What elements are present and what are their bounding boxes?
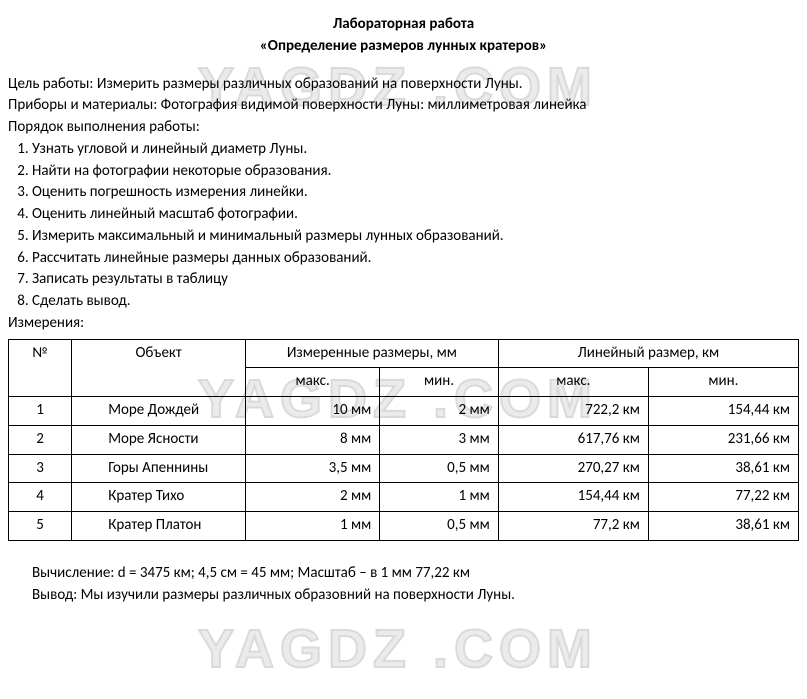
cell-mmax: 3,5 мм [245,454,379,483]
goal-line: Цель работы: Измерить размеры различных … [8,74,799,96]
cell-mmin: 2 мм [380,397,499,426]
cell-mmax: 1 мм [245,512,379,541]
doc-subtitle: «Определение размеров лунных кратеров» [8,36,799,58]
cell-num: 5 [9,512,72,541]
cell-mmin: 0,5 мм [380,454,499,483]
cell-num: 3 [9,454,72,483]
cell-lmin: 38,61 км [648,454,798,483]
cell-num: 2 [9,425,72,454]
document: Лабораторная работа «Определение размеро… [8,14,799,606]
cell-lmin: 77,22 км [648,483,798,512]
steps-list: Узнать угловой и линейный диаметр Луны. … [8,139,799,313]
conclusion-line: Вывод: Мы изучили размеры различных обра… [32,585,799,607]
col-num: № [9,339,72,397]
col-obj: Объект [72,339,246,397]
cell-obj: Море Ясности [72,425,246,454]
step-item: Узнать угловой и линейный диаметр Луны. [32,139,799,161]
cell-obj: Горы Апеннины [72,454,246,483]
col-mmin: мин. [380,368,499,397]
doc-title: Лабораторная работа [8,14,799,36]
cell-num: 4 [9,483,72,512]
cell-mmax: 8 мм [245,425,379,454]
cell-lmin: 38,61 км [648,512,798,541]
table-row: 2Море Ясности8 мм3 мм617,76 км231,66 км [9,425,799,454]
step-item: Рассчитать линейные размеры данных образ… [32,248,799,270]
cell-lmax: 77,2 км [498,512,648,541]
measure-label: Измерения: [8,313,799,335]
col-lmin: мин. [648,368,798,397]
step-item: Оценить погрешность измерения линейки. [32,182,799,204]
cell-mmin: 1 мм [380,483,499,512]
cell-lmax: 617,76 км [498,425,648,454]
cell-lmin: 154,44 км [648,397,798,426]
table-row: 5Кратер Платон1 мм0,5 мм77,2 км38,61 км [9,512,799,541]
cell-mmax: 2 мм [245,483,379,512]
cell-lmin: 231,66 км [648,425,798,454]
calc-line: Вычисление: d = 3475 км; 4,5 см = 45 мм;… [32,563,799,585]
order-line: Порядок выполнения работы: [8,117,799,139]
cell-mmax: 10 мм [245,397,379,426]
tools-line: Приборы и материалы: Фотография видимой … [8,95,799,117]
cell-obj: Море Дождей [72,397,246,426]
table-row: 1Море Дождей10 мм2 мм722,2 км154,44 км [9,397,799,426]
cell-obj: Кратер Тихо [72,483,246,512]
intro-block: Цель работы: Измерить размеры различных … [8,74,799,139]
step-item: Измерить максимальный и минимальный разм… [32,226,799,248]
cell-num: 1 [9,397,72,426]
cell-obj: Кратер Платон [72,512,246,541]
col-lmax: макс. [498,368,648,397]
table-row: 3Горы Апеннины3,5 мм0,5 мм270,27 км38,61… [9,454,799,483]
step-item: Оценить линейный масштаб фотографии. [32,204,799,226]
col-linear: Линейный размер, км [498,339,798,368]
cell-mmin: 0,5 мм [380,512,499,541]
cell-mmin: 3 мм [380,425,499,454]
after-block: Вычисление: d = 3475 км; 4,5 см = 45 мм;… [8,563,799,607]
data-table: № Объект Измеренные размеры, мм Линейный… [8,339,799,541]
col-mmax: макс. [245,368,379,397]
table-row: 4Кратер Тихо2 мм1 мм154,44 км77,22 км [9,483,799,512]
cell-lmax: 722,2 км [498,397,648,426]
col-measured: Измеренные размеры, мм [245,339,498,368]
step-item: Записать результаты в таблицу [32,269,799,291]
cell-lmax: 154,44 км [498,483,648,512]
cell-lmax: 270,27 км [498,454,648,483]
watermark: YAGDZ .COM [8,610,788,688]
step-item: Сделать вывод. [32,291,799,313]
step-item: Найти на фотографии некоторые образовани… [32,161,799,183]
